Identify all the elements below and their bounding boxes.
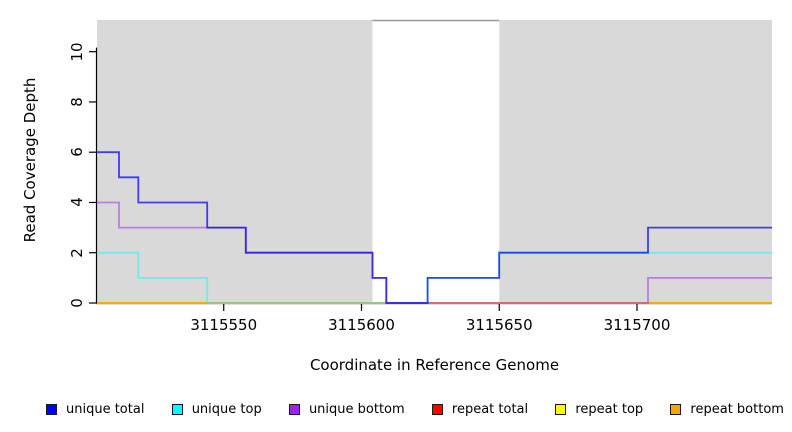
legend-label: unique bottom: [308, 401, 405, 417]
y-tick-label: 2: [68, 247, 86, 258]
y-tick-label: 6: [68, 147, 86, 157]
x-tick-label: 3115700: [603, 316, 671, 334]
x-tick-label: 3115600: [328, 316, 395, 334]
y-tick-label: 4: [68, 197, 86, 208]
legend-item-repeat-total: repeat total: [431, 401, 529, 417]
legend-swatch-icon: [555, 403, 567, 415]
legend-item-unique-total: unique total: [46, 402, 144, 417]
legend: unique total unique top unique bottom repea…: [46, 398, 784, 420]
shaded-region: [499, 20, 772, 303]
legend-label: repeat total: [451, 401, 529, 417]
shaded-region: [97, 20, 373, 303]
legend-swatch-icon: [670, 403, 682, 415]
x-axis-title: Coordinate in Reference Genome: [309, 356, 560, 374]
x-tick-label: 3115550: [190, 316, 258, 334]
legend-item-repeat-top: repeat top: [555, 402, 643, 417]
legend-item-unique-top: unique top: [171, 401, 262, 417]
legend-swatch-icon: [171, 403, 183, 415]
y-tick-label: 0: [68, 298, 86, 308]
legend-label: repeat top: [575, 401, 644, 417]
legend-item-unique-bottom: unique bottom: [288, 401, 405, 417]
legend-item-repeat-bottom: repeat bottom: [670, 402, 784, 417]
legend-swatch-icon: [288, 403, 300, 415]
y-tick-label: 8: [68, 97, 86, 107]
series-line-unique-total: [97, 151, 772, 304]
legend-label: unique top: [191, 401, 262, 417]
legend-swatch-icon: [46, 403, 57, 415]
legend-swatch-icon: [431, 403, 443, 415]
y-tick-label: 10: [68, 42, 86, 62]
legend-label: repeat bottom: [690, 401, 784, 417]
y-axis-title: Read Coverage Depth: [21, 77, 39, 243]
x-tick-label: 3115650: [465, 316, 533, 334]
legend-label: unique total: [66, 401, 145, 417]
